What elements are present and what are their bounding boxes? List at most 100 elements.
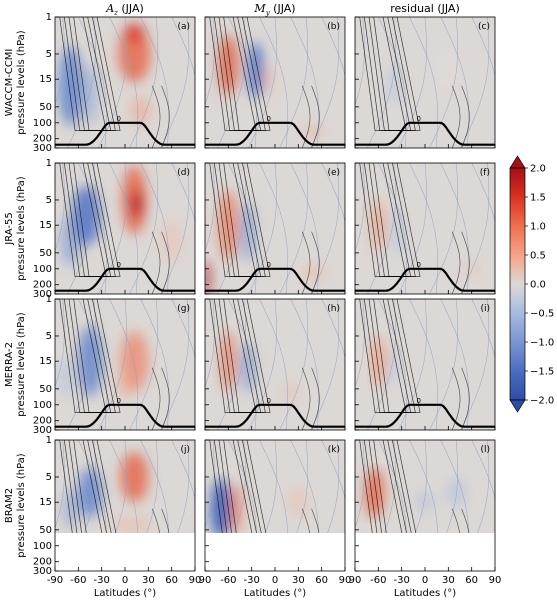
contour-line-light (259, 17, 289, 148)
contour-label: 0 (417, 261, 421, 269)
figure-labels: WACCM-CCMI pressure levels (hPa)JRA-55 pre… (4, 2, 460, 558)
panel-letter: (b) (327, 22, 340, 32)
x-tick-label: 90 (339, 575, 352, 586)
y-tick-label: 300 (33, 289, 52, 300)
x-tick-label: -60 (70, 575, 86, 586)
contour-line-dark (461, 367, 470, 430)
y-tick-label: 15 (39, 356, 52, 367)
contour-line-dark (301, 367, 311, 430)
contour-label: 0 (117, 115, 121, 123)
anomaly-blob (117, 368, 133, 399)
anomaly-blob (282, 383, 299, 404)
panel-grid: 0(a)1515501002003000(b)0(c)0(d)151550100… (33, 12, 501, 599)
contour-label: 0 (417, 397, 421, 405)
x-tick-label: 90 (199, 575, 212, 586)
contour-line-light (109, 440, 138, 533)
anomaly-blob (120, 451, 149, 502)
contour-line-dark (59, 163, 121, 277)
contour-line-light (129, 299, 158, 430)
y-tick-label: 50 (39, 248, 52, 259)
contour-label: 0 (117, 261, 121, 269)
contour-line-light (440, 440, 469, 533)
panel-letter: (k) (328, 445, 340, 455)
contour-line-dark (213, 440, 262, 533)
contour-line-dark (461, 85, 470, 148)
anomaly-blob (161, 221, 182, 262)
anomaly-blob (220, 331, 237, 392)
y-tick-label: 50 (39, 525, 52, 536)
contour-line-light (477, 440, 490, 533)
contour-line-light (471, 17, 495, 77)
contour-line-dark (209, 440, 267, 533)
x-tick-label: -30 (93, 575, 109, 586)
contour-line-light (248, 163, 277, 294)
contour-line-dark (451, 85, 461, 148)
contour-line-light (409, 163, 439, 294)
panel-letter: (c) (478, 22, 490, 32)
contour-line-light (205, 440, 215, 529)
contour-line-dark (68, 440, 107, 533)
contour-line-dark (209, 163, 271, 277)
contour-line-light (290, 440, 319, 533)
y-tick-label: 100 (33, 400, 52, 411)
contour-line-light (146, 440, 158, 533)
contour-line-light (446, 440, 458, 533)
contour-line-dark (359, 440, 417, 533)
contour-line-dark (63, 440, 112, 533)
column-title: residual (JJA) (390, 2, 460, 15)
x-tick-label: 90 (489, 575, 502, 586)
x-axis-label: Latitudes (°) (94, 588, 156, 599)
y-tick-label: 100 (33, 118, 52, 129)
x-tick-label: 0 (422, 575, 428, 586)
x-tick-label: -30 (393, 575, 409, 586)
anomaly-blob (301, 264, 326, 281)
contour-line-dark (161, 367, 170, 430)
anomaly-blob (124, 22, 145, 43)
contour-line-light (98, 17, 127, 148)
contour-line-light (355, 299, 365, 388)
contour-line-dark (451, 231, 461, 294)
anomaly-blob (415, 492, 435, 513)
contour-line-light (265, 440, 277, 533)
colorbar-tick-label: 1.0 (530, 222, 546, 233)
contour-line-dark (73, 440, 103, 533)
contour-line-light (67, 163, 96, 294)
panel-letter: (g) (177, 304, 190, 314)
y-axis-label: pressure levels (hPa) (16, 176, 27, 280)
x-tick-label: 60 (465, 575, 478, 586)
contour-line-light (217, 163, 246, 294)
contour-line-light (55, 440, 65, 529)
panel-letter: (e) (327, 168, 340, 178)
y-tick-label: 15 (39, 497, 52, 508)
contour-line-light (378, 440, 407, 533)
contour-line-dark (359, 299, 421, 413)
colorbar-tick-label: −1.5 (530, 367, 554, 378)
contour-line-dark (368, 440, 407, 533)
contour-line-light (279, 163, 308, 294)
y-tick-label: 5 (46, 472, 52, 483)
contour-line-dark (161, 85, 170, 148)
contour-line-light (205, 163, 215, 252)
contour-line-dark (311, 367, 320, 430)
contour-line-dark (311, 231, 320, 294)
contour-line-light (233, 440, 246, 533)
panel-e: 0 (e) (204, 162, 346, 295)
colorbar-gradient (509, 167, 526, 401)
contour-line-light (109, 299, 139, 430)
contour-line-light (67, 299, 96, 430)
contour-line-light (460, 299, 490, 430)
contour-line-light (460, 17, 490, 148)
x-tick-label: 60 (165, 575, 178, 586)
contour-line-light (171, 163, 195, 223)
colorbar-extend-max (509, 155, 526, 169)
contour-line-light (67, 17, 96, 148)
y-tick-label: 1 (46, 158, 52, 169)
contour-line-dark (209, 17, 271, 131)
contour-line-dark (461, 508, 470, 533)
contour-line-dark (161, 231, 170, 294)
colorbar-tick-label: 0.5 (530, 251, 546, 262)
y-tick-label: 15 (39, 220, 52, 231)
anomaly-blob (385, 65, 402, 106)
contour-line-light (321, 299, 345, 359)
